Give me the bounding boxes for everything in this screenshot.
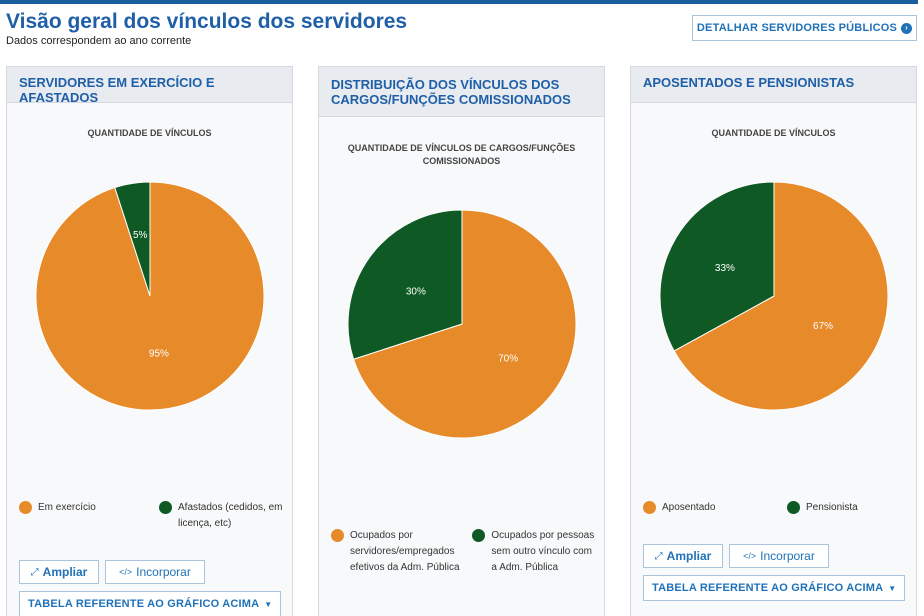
expand-arrows-icon: ⤢ <box>654 550 663 562</box>
legend-swatch <box>643 501 656 514</box>
chart-title: QUANTIDADE DE VÍNCULOS <box>87 128 212 138</box>
page-subtitle: Dados correspondem ao ano corrente <box>6 35 192 47</box>
slice-data-label: 30% <box>406 286 426 297</box>
slice-data-label: 70% <box>498 354 518 365</box>
pie-slice-orange[interactable] <box>673 181 889 411</box>
page-title: Visão geral dos vínculos dos servidores <box>6 10 408 33</box>
legend-item-ocupados-sem-vinculo[interactable]: Ocupados por pessoas sem outro vínculo c… <box>472 528 596 576</box>
code-icon: </> <box>119 567 133 577</box>
incorporar-button[interactable]: </> Incorporar <box>105 560 205 584</box>
detail-servidores-button[interactable]: DETALHAR SERVIDORES PÚBLICOS › <box>692 15 917 41</box>
detail-button-label: DETALHAR SERVIDORES PÚBLICOS <box>696 22 898 34</box>
panel-servidores-exercicio: SERVIDORES EM EXERCÍCIO E AFASTADOS QUAN… <box>6 66 293 616</box>
pie-chart-servidores: 95% 5% <box>35 181 265 411</box>
legend-label: Pensionista <box>806 502 858 513</box>
chevron-circle-right-icon: › <box>901 22 913 34</box>
legend-swatch <box>472 529 486 542</box>
code-icon: </> <box>743 551 757 561</box>
legend-label: Aposentado <box>662 502 716 513</box>
pie-slice-orange[interactable] <box>352 209 577 439</box>
legend-label: Em exercício <box>38 502 96 513</box>
pie-chart-cargos: 70% 30% <box>347 209 577 439</box>
caret-down-icon: ▼ <box>264 599 273 609</box>
panel-cargos-comissionados: DISTRIBUIÇÃO DOS VÍNCULOS DOS CARGOS/FUN… <box>318 66 605 616</box>
caret-down-icon: ▼ <box>888 583 897 593</box>
slice-data-label: 5% <box>133 230 148 241</box>
legend: Em exercício Afastados (cedidos, em lice… <box>19 500 284 532</box>
pie-slice-green[interactable] <box>114 181 151 297</box>
panel-title: DISTRIBUIÇÃO DOS VÍNCULOS DOS CARGOS/FUN… <box>319 67 604 117</box>
legend-swatch <box>787 501 800 514</box>
top-rule <box>0 0 918 4</box>
legend-label: Afastados (cedidos, em licença, etc) <box>178 502 283 529</box>
ampliar-label: Ampliar <box>666 549 712 563</box>
ampliar-button[interactable]: ⤢ Ampliar <box>19 560 99 584</box>
ampliar-button[interactable]: ⤢ Ampliar <box>643 544 723 568</box>
legend-swatch <box>159 501 172 514</box>
slice-data-label: 33% <box>715 263 735 274</box>
panel-title: APOSENTADOS E PENSIONISTAS <box>631 67 916 103</box>
pie-slice-green[interactable] <box>347 209 463 360</box>
chart-title: QUANTIDADE DE VÍNCULOS <box>711 128 836 138</box>
legend-item-em-exercicio[interactable]: Em exercício <box>19 500 159 532</box>
legend-item-aposentado[interactable]: Aposentado <box>643 500 787 516</box>
incorporar-button[interactable]: </> Incorporar <box>729 544 829 568</box>
pie-slice-green[interactable] <box>659 181 775 352</box>
slice-data-label: 67% <box>813 321 833 332</box>
incorporar-label: Incorporar <box>760 549 815 563</box>
incorporar-label: Incorporar <box>136 565 191 579</box>
pie-chart-aposentados: 67% 33% <box>659 181 889 411</box>
legend-swatch <box>19 501 32 514</box>
panel-title: SERVIDORES EM EXERCÍCIO E AFASTADOS <box>7 67 292 105</box>
chart-title: QUANTIDADE DE VÍNCULOS DE CARGOS/FUNÇÕES… <box>347 143 576 166</box>
legend: Aposentado Pensionista <box>643 500 908 516</box>
tabela-referente-link[interactable]: TABELA REFERENTE AO GRÁFICO ACIMA ▼ <box>643 575 905 601</box>
panel-aposentados-pensionistas: APOSENTADOS E PENSIONISTAS QUANTIDADE DE… <box>630 66 917 616</box>
legend-label: Ocupados por pessoas sem outro vínculo c… <box>491 530 595 573</box>
tabela-label: TABELA REFERENTE AO GRÁFICO ACIMA <box>28 598 260 610</box>
legend-item-afastados[interactable]: Afastados (cedidos, em licença, etc) <box>159 500 284 532</box>
legend: Ocupados por servidores/empregados efeti… <box>331 528 596 576</box>
pie-slice-orange[interactable] <box>35 181 265 411</box>
legend-item-ocupados-efetivos[interactable]: Ocupados por servidores/empregados efeti… <box>331 528 472 576</box>
tabela-label: TABELA REFERENTE AO GRÁFICO ACIMA <box>652 582 884 594</box>
ampliar-label: Ampliar <box>42 565 88 579</box>
tabela-referente-link[interactable]: TABELA REFERENTE AO GRÁFICO ACIMA ▼ <box>19 591 281 616</box>
legend-label: Ocupados por servidores/empregados efeti… <box>350 530 460 573</box>
legend-swatch <box>331 529 344 542</box>
expand-arrows-icon: ⤢ <box>30 566 39 578</box>
slice-data-label: 95% <box>149 348 169 359</box>
legend-item-pensionista[interactable]: Pensionista <box>787 500 907 516</box>
